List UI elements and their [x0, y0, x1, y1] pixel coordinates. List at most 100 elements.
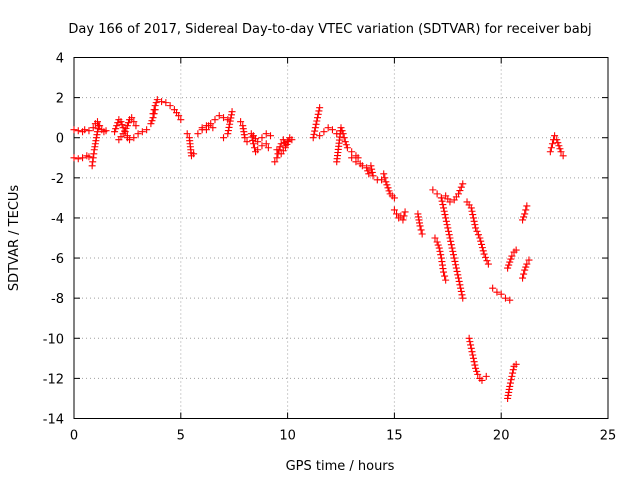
- data-point: [243, 138, 251, 146]
- data-point: [442, 217, 450, 225]
- data-point: [134, 130, 142, 138]
- data-point: [114, 119, 122, 127]
- y-tick-label: 0: [56, 132, 64, 147]
- data-point: [466, 338, 474, 346]
- data-point: [130, 134, 138, 142]
- y-tick-label: -8: [51, 292, 64, 307]
- data-point: [454, 190, 462, 198]
- data-point: [363, 164, 371, 172]
- data-point: [551, 132, 559, 140]
- data-point: [316, 132, 324, 140]
- grid: [74, 57, 608, 419]
- data-point: [79, 154, 87, 162]
- data-point: [506, 382, 514, 390]
- data-point: [190, 150, 198, 158]
- data-point: [177, 116, 185, 124]
- data-point: [150, 110, 158, 118]
- data-point: [385, 187, 393, 195]
- data-point: [85, 127, 93, 135]
- data-point: [454, 274, 462, 282]
- axis-ticks: 0 5 10 15 20 25 -14 -12 -10 -8 -6 -4 -2 0 2 4: [43, 52, 617, 444]
- data-point: [194, 130, 202, 138]
- data-point: [328, 126, 336, 134]
- data-point: [224, 127, 232, 135]
- data-point: [85, 153, 93, 161]
- data-point: [111, 128, 119, 136]
- data-point: [147, 120, 155, 128]
- data-point: [277, 140, 285, 148]
- data-point: [478, 376, 486, 384]
- x-tick-label: 15: [386, 429, 403, 444]
- data-point: [338, 127, 346, 135]
- y-tick-label: -10: [43, 332, 64, 347]
- data-point: [312, 120, 320, 128]
- data-point: [437, 194, 445, 202]
- data-point: [471, 221, 479, 229]
- data-point: [482, 372, 490, 380]
- data-point: [489, 284, 497, 292]
- data-point: [523, 260, 531, 268]
- data-point: [254, 138, 262, 146]
- data-point: [441, 272, 449, 280]
- data-point: [183, 130, 191, 138]
- data-point: [449, 247, 457, 255]
- data-point: [469, 354, 477, 362]
- data-point: [469, 351, 477, 359]
- data-point: [497, 290, 505, 298]
- data-point: [479, 247, 487, 255]
- data-point: [132, 122, 140, 130]
- data-point: [348, 148, 356, 156]
- data-point: [112, 125, 120, 133]
- data-point: [368, 165, 376, 173]
- data-point: [482, 253, 490, 261]
- data-point: [309, 134, 317, 142]
- data-point: [348, 154, 356, 162]
- data-point: [554, 139, 562, 147]
- data-point: [459, 180, 467, 188]
- data-point: [445, 227, 453, 235]
- data-point: [446, 234, 454, 242]
- data-point: [314, 114, 322, 122]
- data-point: [519, 216, 527, 224]
- data-point: [493, 288, 501, 296]
- data-point: [367, 162, 375, 170]
- data-point: [447, 241, 455, 249]
- data-point: [452, 264, 460, 272]
- data-point: [452, 261, 460, 269]
- data-point: [520, 213, 528, 221]
- data-point: [227, 111, 235, 119]
- data-point: [262, 130, 270, 138]
- data-point: [547, 144, 555, 152]
- plot-frame: [73, 57, 609, 419]
- data-point: [521, 266, 529, 274]
- data-point: [102, 127, 110, 135]
- data-point: [365, 170, 373, 178]
- data-point: [429, 186, 437, 194]
- data-point: [474, 370, 482, 378]
- data-point: [467, 204, 475, 212]
- data-point: [435, 244, 443, 252]
- data-point: [523, 202, 531, 210]
- data-point: [311, 124, 319, 132]
- data-point: [262, 140, 270, 148]
- data-point: [93, 118, 101, 126]
- data-point: [337, 124, 345, 132]
- data-point: [151, 106, 159, 114]
- y-tick-label: 2: [56, 92, 64, 107]
- data-point: [358, 162, 366, 170]
- data-point: [123, 122, 131, 130]
- data-point: [501, 294, 509, 302]
- data-point: [341, 138, 349, 146]
- data-point: [449, 251, 457, 259]
- data-point: [474, 231, 482, 239]
- data-point: [273, 146, 281, 154]
- data-point: [237, 118, 245, 126]
- data-point: [459, 294, 467, 302]
- data-point: [548, 140, 556, 148]
- data-point: [478, 244, 486, 252]
- data-point: [506, 379, 514, 387]
- data-point: [267, 132, 275, 140]
- data-point: [381, 174, 389, 182]
- data-point: [220, 134, 228, 142]
- data-point: [175, 112, 183, 120]
